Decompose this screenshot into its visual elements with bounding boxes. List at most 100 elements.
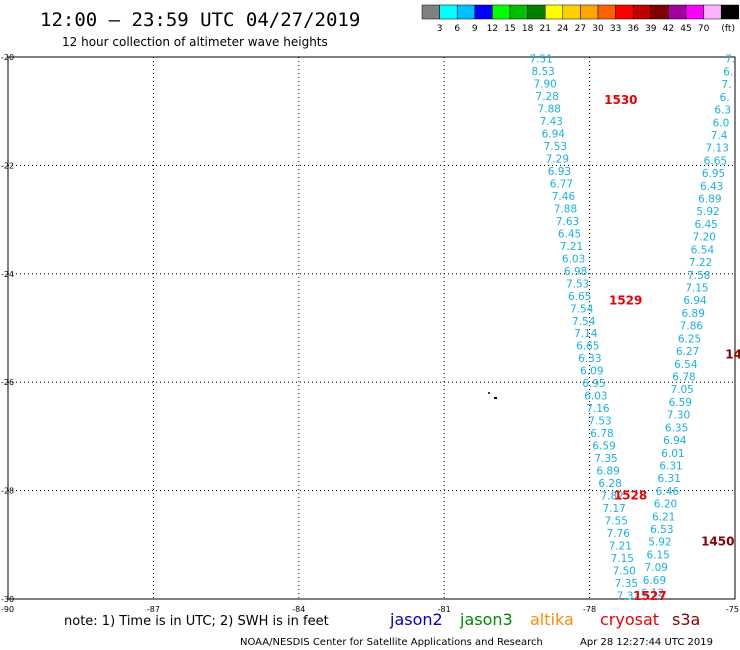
legend-tick-label: 36: [627, 24, 639, 34]
axis-tick-labels: -20 -22 -24 -26 -28 -30-90 -87 -84 -81 -78 -75: [1, 53, 739, 614]
legend-swatch: [597, 4, 616, 20]
wave-height-label: 7.35: [615, 578, 638, 590]
legend-tick-label: 42: [663, 24, 674, 34]
legend-swatch: [474, 4, 493, 20]
chart-title: 12:00 — 23:59 UTC 04/27/2019: [40, 9, 360, 31]
wave-height-label: 7.50: [613, 565, 636, 577]
wave-height-label: 7.53: [588, 416, 611, 428]
legend-tick-label: 24: [557, 24, 569, 34]
wave-height-label: 7.: [721, 79, 731, 91]
wave-height-label: 7.88: [554, 203, 577, 215]
wave-height-label: 7.21: [560, 241, 583, 253]
pass-time-label: 1530: [604, 93, 637, 107]
pass-time-label: 1449: [725, 348, 740, 362]
wave-height-label: 7.16: [586, 403, 610, 415]
pass-time-label: 1527: [633, 589, 666, 603]
satellite-name-s3a: s3a: [672, 610, 700, 629]
x-tick-label: -84: [292, 605, 305, 614]
x-tick-label: -78: [583, 605, 596, 614]
legend-swatch: [509, 4, 528, 20]
wave-height-label: 7.55: [605, 515, 628, 527]
y-tick-label: -30: [1, 595, 14, 604]
legend-swatch: [632, 4, 652, 20]
wave-height-label: 7.17: [602, 503, 625, 515]
wave-height-label: 6.20: [654, 499, 677, 511]
wave-height-label: 6.45: [558, 228, 581, 240]
legend-tick-label: 39: [645, 24, 657, 34]
satellite-legend: jason2 jason3 altika cryosat s3a: [389, 610, 700, 629]
wave-height-label: 6.: [723, 66, 733, 78]
color-scale-legend: 3 6 9 12 15 18 21 24 27 30 33 36 39 42 45 70 (ft): [421, 4, 740, 34]
legend-tick-label: 3: [437, 24, 443, 34]
wave-height-label: 6.59: [669, 397, 692, 409]
legend-tick-label: 45: [680, 24, 691, 34]
wave-height-label: 7.22: [689, 257, 712, 269]
wave-height-label: 7.13: [706, 143, 729, 155]
legend-swatch: [492, 4, 511, 20]
wave-height-label: 7.82: [600, 490, 623, 502]
wave-height-label: 6.98: [564, 266, 587, 278]
wave-height-label: 6.65: [568, 291, 591, 303]
wave-height-label: 6.93: [548, 166, 571, 178]
wave-height-label: 7.63: [556, 216, 579, 228]
legend-tick-label: 6: [454, 24, 460, 34]
pass-time-labels: 1530 1529 1528 1527 1449 1450: [604, 93, 740, 603]
wave-height-label: 5.92: [648, 537, 671, 549]
footer-timestamp: Apr 28 12:27:44 UTC 2019: [580, 637, 713, 648]
satellite-name-cryosat: cryosat: [600, 610, 659, 629]
wave-height-label: 7.53: [566, 278, 589, 290]
x-tick-label: -81: [438, 605, 451, 614]
wave-height-label: 8.53: [531, 66, 554, 78]
wave-height-label: 6.65: [576, 341, 599, 353]
wave-height-label: 6.77: [550, 178, 573, 190]
wave-height-label: 6.78: [672, 371, 695, 383]
legend-swatch: [650, 4, 669, 20]
wave-height-values: 7.518.537.907.287.887.436.947.537.296.93…: [529, 54, 735, 603]
wave-height-label: 6.95: [702, 168, 725, 180]
footer-credit: NOAA/NESDIS Center for Satellite Applica…: [240, 637, 543, 648]
wave-height-label: 7.58: [687, 270, 710, 282]
wave-height-label: 7.46: [552, 191, 576, 203]
wave-height-label: 6.12: [641, 588, 664, 600]
legend-swatch: [668, 4, 687, 20]
legend-swatch: [703, 4, 722, 20]
wave-height-label: 7.09: [645, 562, 668, 574]
footer-note: note: 1) Time is in UTC; 2) SWH is in fe…: [64, 614, 329, 629]
wave-height-label: 6.94: [542, 129, 566, 141]
wave-height-label: 7.05: [670, 384, 693, 396]
wave-height-label: 6.94: [683, 295, 707, 307]
legend-swatch: [685, 4, 704, 20]
wave-height-label: 7.53: [544, 141, 567, 153]
satellite-name-jason3: jason3: [459, 610, 513, 629]
wave-height-label: 6.31: [658, 473, 681, 485]
wave-height-label: 6.54: [674, 359, 698, 371]
wave-height-label: 6.31: [659, 460, 682, 472]
wave-height-label: 7.35: [594, 453, 617, 465]
wave-height-label: 6.45: [694, 219, 717, 231]
wave-height-label: 7.51: [529, 54, 552, 66]
wave-height-label: 6.0: [713, 117, 730, 129]
wave-height-label: 7.28: [536, 91, 559, 103]
pass-time-label: 1528: [614, 489, 647, 503]
legend-unit: (ft): [721, 24, 735, 34]
wave-height-label: 6.25: [678, 333, 701, 345]
wave-height-label: 6.78: [590, 428, 613, 440]
wave-height-label: 7.54: [572, 316, 596, 328]
data-dot: [494, 397, 497, 399]
wave-height-label: 6.03: [562, 253, 585, 265]
legend-tick-label: 21: [539, 24, 550, 34]
wave-height-label: 7.15: [611, 553, 634, 565]
legend-swatch: [580, 4, 599, 20]
wave-height-label: 7.21: [609, 540, 632, 552]
legend-swatch: [456, 4, 476, 20]
wave-height-label: 6.89: [596, 466, 619, 478]
wave-height-label: 6.27: [676, 346, 699, 358]
wave-height-label: 6.09: [580, 366, 603, 378]
wave-height-label: 6.28: [598, 478, 621, 490]
wave-height-label: 6.35: [665, 422, 688, 434]
wave-height-label: 6.01: [661, 448, 684, 460]
wave-height-label: 7.15: [685, 283, 708, 295]
wave-height-label: 6.03: [584, 391, 607, 403]
legend-swatch: [544, 4, 564, 20]
legend-tick-label: 27: [575, 24, 586, 34]
